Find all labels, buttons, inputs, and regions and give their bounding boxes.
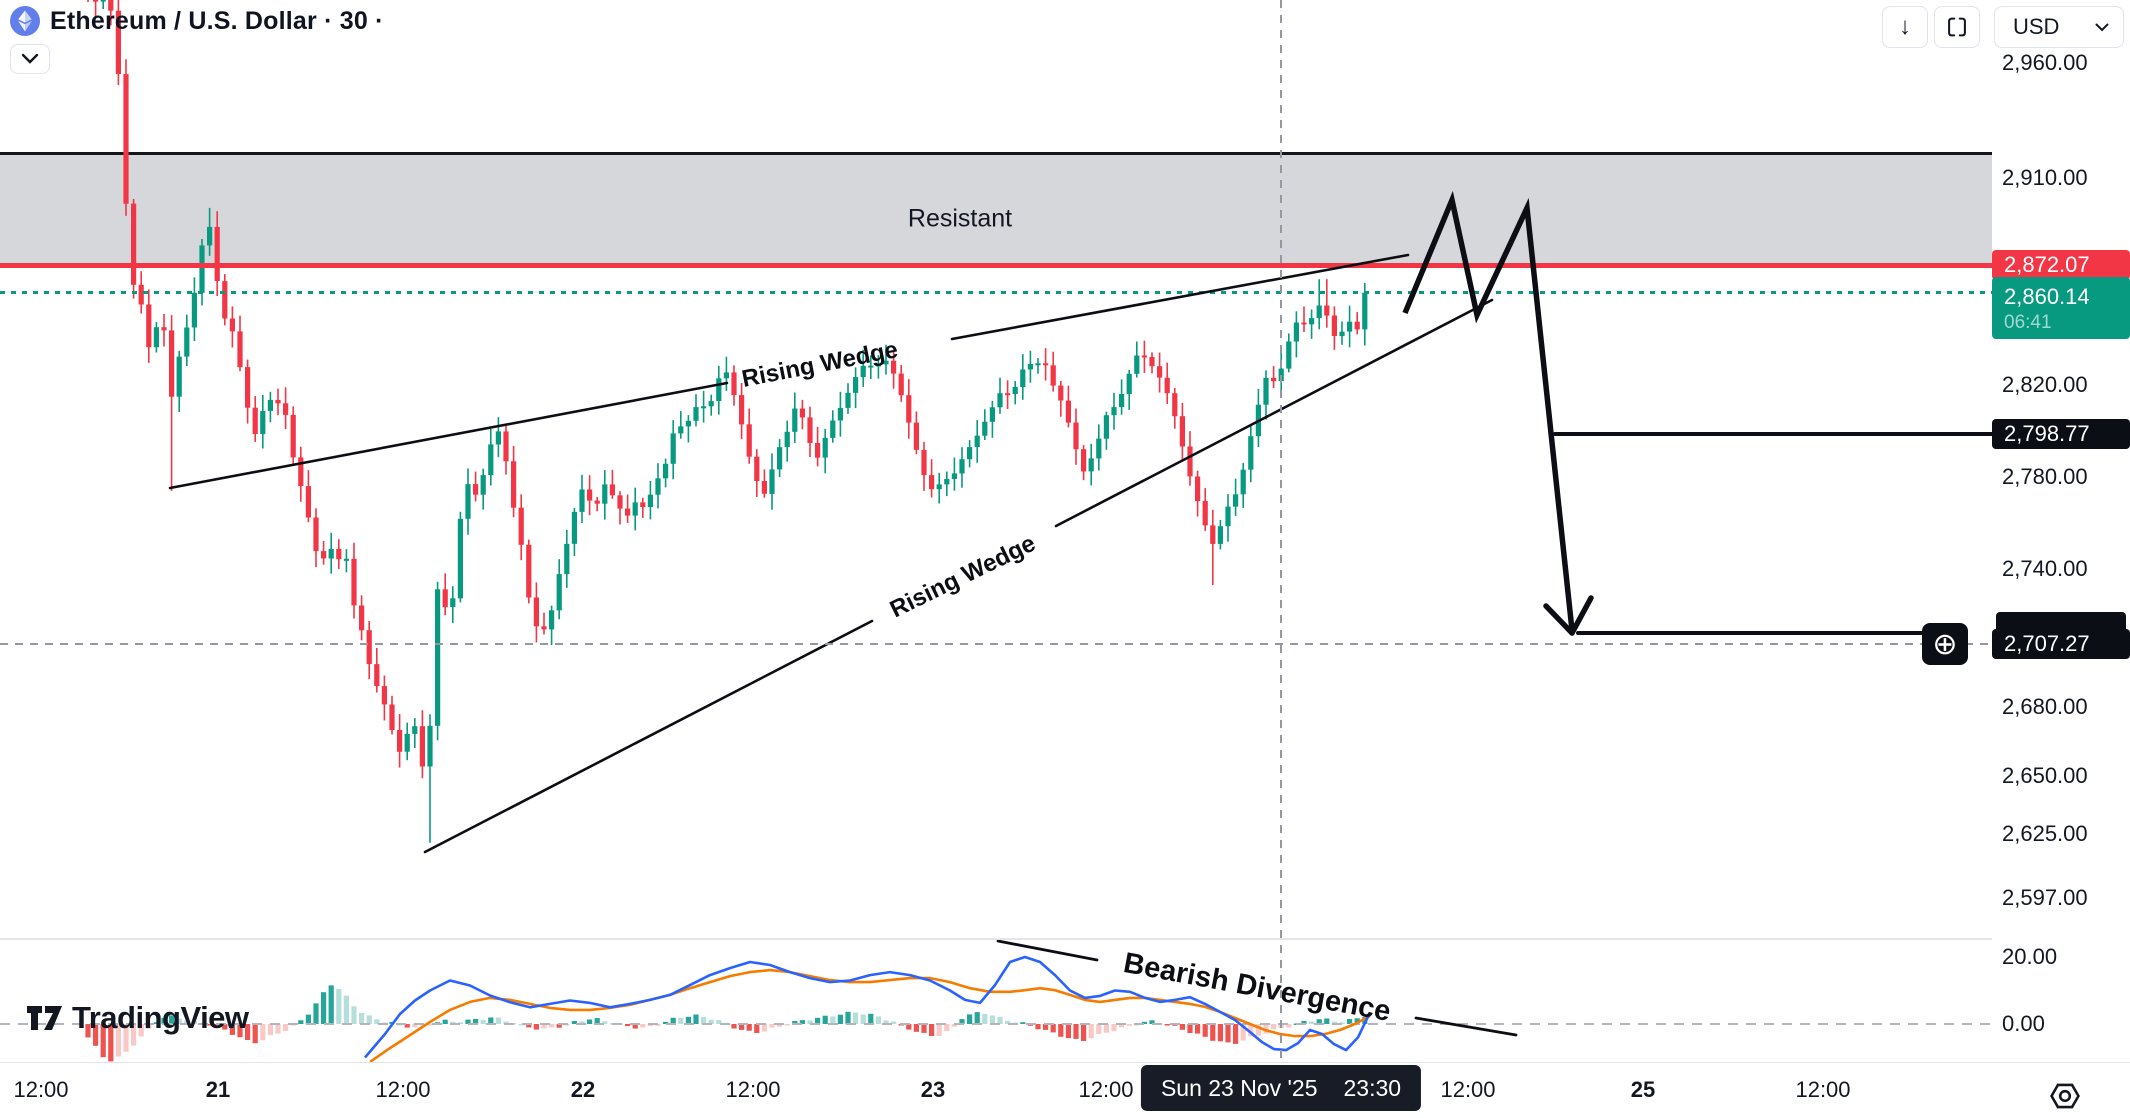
currency-value: USD <box>2013 14 2060 39</box>
indicator-tick-label: 0.00 <box>2002 1011 2045 1036</box>
target-price-label-1: 2,798.77 <box>1992 419 2130 449</box>
symbol-header[interactable]: Ethereum / U.S. Dollar · 30 · <box>10 6 384 36</box>
circle-plus-icon: ⊕ <box>1932 627 1958 661</box>
crosshair-horizontal <box>0 643 1992 645</box>
price-tick-label: 2,650.00 <box>2002 763 2088 788</box>
indicator-tick-label: 20.00 <box>2002 944 2058 969</box>
add-alert-plus-button[interactable]: ⊕ <box>1922 623 1968 665</box>
symbol-title: Ethereum / U.S. Dollar · 30 · <box>50 6 384 35</box>
maximize-pane-button[interactable] <box>1934 6 1980 48</box>
pane-divider[interactable] <box>0 938 2130 940</box>
axis-settings-gear-icon[interactable] <box>2046 1077 2084 1115</box>
crosshair-time-tooltip: Sun 23 Nov '25 23:30 <box>1140 1065 1422 1111</box>
scroll-to-recent-button[interactable]: ↓ <box>1882 6 1928 48</box>
time-tick-label: 12:00 <box>1078 1077 1134 1102</box>
drawings-overlay[interactable] <box>0 0 1992 938</box>
maximize-icon <box>1948 17 1966 37</box>
price-tick-label: 2,910.00 <box>2002 165 2088 190</box>
price-tick-label: 2,960.00 <box>2002 50 2088 75</box>
tooltip-time: 23:30 <box>1343 1074 1402 1101</box>
collapse-toolbar-button[interactable] <box>10 44 50 74</box>
current-price-value: 2,860.14 <box>2004 284 2090 309</box>
price-tick-label: 2,780.00 <box>2002 464 2088 489</box>
time-tick-label: 12:00 <box>1440 1077 1496 1102</box>
currency-dropdown[interactable]: USD <box>1994 6 2124 48</box>
time-tick-label: 22 <box>570 1077 596 1102</box>
current-price-label: 2,860.14 06:41 <box>1992 277 2130 339</box>
price-tick-label: 2,625.00 <box>2002 820 2088 846</box>
time-tick-label: 12:00 <box>13 1077 69 1102</box>
target-price-label-2: 2,707.27 <box>1992 629 2130 659</box>
resistance-price-line[interactable] <box>0 263 1992 268</box>
candlestick-series <box>87 0 1368 843</box>
price-axis[interactable]: 2,960.00 2,910.00 2,820.00 2,780.00 2,740.00… <box>1922 0 2130 1062</box>
current-price-line <box>0 291 1992 294</box>
bar-countdown: 06:41 <box>2004 312 2052 333</box>
chevron-down-icon <box>2095 23 2109 31</box>
ethereum-icon <box>10 6 40 36</box>
drawing-line-axis-label <box>1996 612 2126 629</box>
arrow-down-icon: ↓ <box>1899 13 1911 40</box>
resistance-zone[interactable]: Resistant <box>0 152 1992 265</box>
time-tick-label: 12:00 <box>1795 1077 1851 1102</box>
chevron-down-icon <box>21 53 39 64</box>
tradingview-logo-icon <box>27 1006 62 1030</box>
time-tick-label: 23 <box>920 1077 946 1102</box>
time-tick-label: 12:00 <box>375 1077 431 1102</box>
resistance-zone-label: Resistant <box>907 204 1013 233</box>
price-chart-pane[interactable]: Resistant Rising Wedge Rising Wedge <box>0 0 1992 938</box>
macd-series <box>0 939 1992 1062</box>
time-tick-label: 12:00 <box>725 1077 781 1102</box>
price-tick-label: 2,597.00 <box>2002 884 2088 910</box>
resistance-price-label: 2,872.07 <box>1992 250 2130 280</box>
price-tick-label: 2,740.00 <box>2002 556 2088 581</box>
time-axis[interactable]: 12:00 21 12:00 22 12:00 23 12:00 12:00 25 12:00 S… <box>0 1062 2130 1118</box>
tooltip-date: Sun 23 Nov '25 <box>1160 1074 1318 1101</box>
time-tick-label: 21 <box>205 1077 231 1102</box>
time-tick-label: 25 <box>1630 1077 1656 1102</box>
tradingview-watermark: TradingView <box>27 1000 249 1036</box>
price-tick-label: 2,680.00 <box>2002 694 2088 719</box>
tradingview-watermark-text: TradingView <box>72 1000 249 1035</box>
crosshair-vertical <box>1280 0 1282 1062</box>
macd-indicator-pane[interactable]: Bearish Divergence <box>0 939 1992 1062</box>
price-tick-label: 2,820.00 <box>2002 372 2088 397</box>
